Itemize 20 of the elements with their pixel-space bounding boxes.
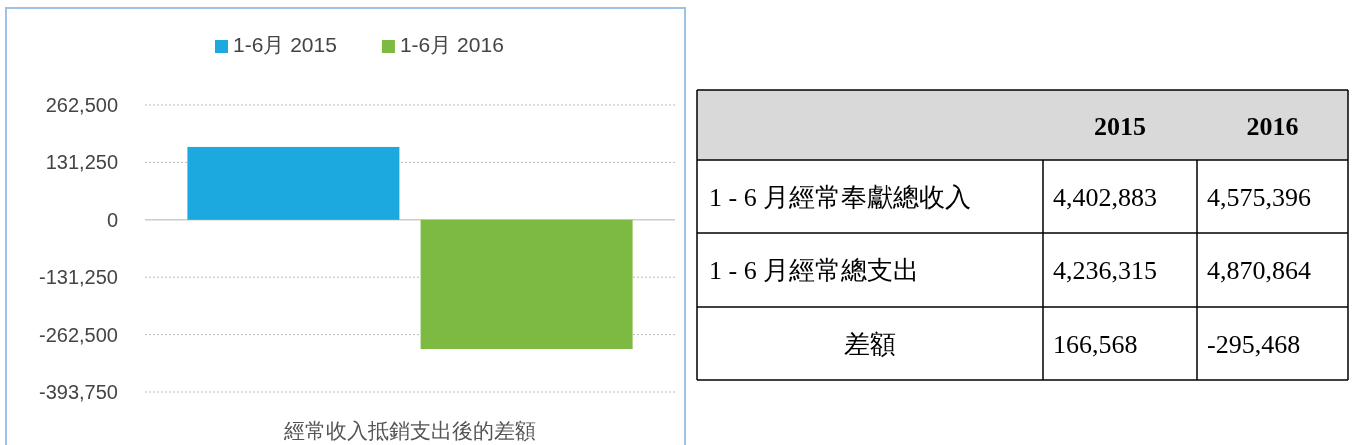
category-label: 1 - 6 月經常總支出 — [709, 256, 920, 285]
y-tick-label: 0 — [106, 208, 118, 231]
y-tick-label: 262,500 — [45, 94, 118, 116]
text: 4,575,396 — [1207, 183, 1311, 212]
text: 4,236,315 — [1053, 256, 1157, 285]
text: 4,402,883 — [1053, 183, 1157, 212]
legend-label: 1-6月 2016 — [399, 33, 504, 56]
category-label: 差額 — [844, 330, 896, 359]
text: -295,468 — [1207, 330, 1301, 359]
y-tick-label: 131,250 — [45, 151, 118, 174]
text: 166,568 — [1053, 330, 1138, 359]
y-tick-label: -262,500 — [39, 323, 118, 346]
x-axis-title: 經常收入抵銷支出後的差額 — [283, 419, 536, 442]
category-label: 2016 — [1246, 112, 1299, 141]
category-label: 1 - 6 月經常奉獻總收入 — [709, 183, 972, 212]
legend-label: 1-6月 2015 — [233, 33, 337, 56]
text: 4,870,864 — [1207, 256, 1311, 285]
category-label: 2015 — [1094, 112, 1146, 141]
y-tick-label: -131,250 — [39, 266, 118, 289]
y-tick-label: -393,750 — [39, 381, 118, 403]
